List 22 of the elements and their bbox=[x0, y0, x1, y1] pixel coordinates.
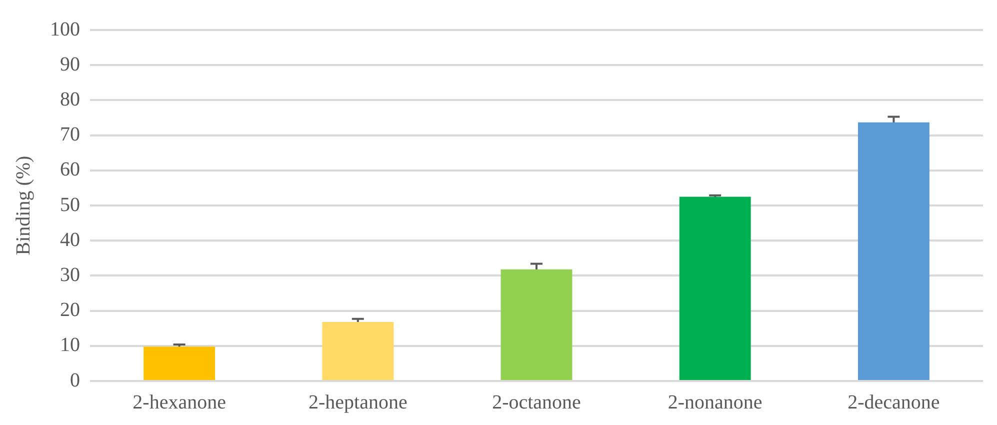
y-tick-label: 0 bbox=[70, 369, 80, 392]
y-tick-label: 40 bbox=[60, 228, 80, 251]
x-tick-label: 2-hexanone bbox=[132, 391, 226, 414]
bar bbox=[858, 122, 930, 380]
x-tick-label: 2-heptanone bbox=[308, 391, 408, 414]
x-tick-label: 2-octanone bbox=[492, 391, 582, 414]
x-tick-label: 2-decanone bbox=[848, 391, 940, 414]
y-tick-label: 90 bbox=[60, 53, 80, 76]
bar bbox=[679, 196, 751, 380]
y-tick-label: 10 bbox=[60, 334, 80, 356]
y-tick-label: 60 bbox=[60, 158, 80, 181]
y-tick-label: 80 bbox=[60, 88, 80, 110]
y-tick-label: 50 bbox=[60, 194, 80, 216]
y-tick-label: 100 bbox=[50, 18, 80, 40]
bar bbox=[144, 346, 216, 380]
y-tick-label: 70 bbox=[60, 124, 80, 146]
y-axis-title: Binding (%) bbox=[12, 156, 34, 256]
bar bbox=[322, 322, 394, 380]
y-tick-label: 30 bbox=[60, 264, 80, 286]
x-tick-label: 2-nonanone bbox=[668, 391, 762, 414]
y-tick-label: 20 bbox=[60, 299, 80, 322]
bar bbox=[500, 269, 572, 380]
